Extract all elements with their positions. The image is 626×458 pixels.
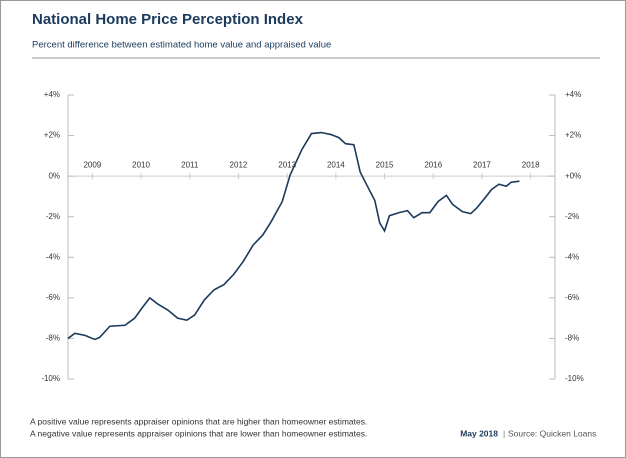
y2-tick-label: -6% [565,293,579,302]
data-line [67,131,520,341]
x-tick-label: 2012 [230,160,248,169]
x-tick-label: 2018 [522,160,540,169]
y-tick-label: -10% [41,374,60,383]
x-tick-label: 2013 [278,160,296,169]
y-tick-label: +2% [44,131,60,140]
y2-tick-label: -2% [565,212,579,221]
y-tick-label: +4% [44,90,60,99]
y2-tick-label: -10% [565,374,584,383]
x-tick-label: 2015 [376,160,394,169]
y2-tick-label: -4% [565,252,579,261]
source: Source: Quicken Loans [508,428,596,438]
date: May 2018 [460,428,498,438]
x-tick-label: 2017 [473,160,491,169]
y-tick-label: 0% [48,171,60,180]
y-tick-label: -6% [46,293,60,302]
note: A negative value represents appraiser op… [30,428,367,438]
x-tick-label: 2010 [132,160,150,169]
y2-tick-label: +2% [565,131,581,140]
y2-tick-label: +0% [565,171,581,180]
note: A positive value represents appraiser op… [30,416,367,426]
separator: | [503,428,505,438]
chart-title: National Home Price Perception Index [32,11,304,28]
x-tick-label: 2011 [181,160,199,169]
x-tick-label: 2014 [327,160,345,169]
chart-subtitle: Percent difference between estimated hom… [32,40,331,51]
y-tick-label: -2% [46,212,60,221]
x-tick-label: 2009 [83,160,101,169]
x-tick-label: 2016 [424,160,442,169]
y-tick-label: -8% [46,334,60,343]
y2-tick-label: -8% [565,334,579,343]
y2-tick-label: +4% [565,90,581,99]
y-tick-label: -4% [46,252,60,261]
